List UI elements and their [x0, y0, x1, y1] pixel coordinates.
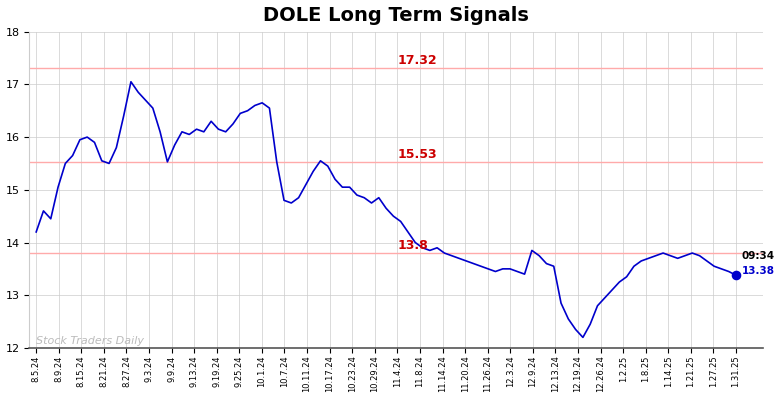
Text: 15.53: 15.53 — [397, 148, 437, 161]
Point — [730, 272, 742, 278]
Text: 13.8: 13.8 — [397, 239, 428, 252]
Text: 13.38: 13.38 — [742, 266, 775, 276]
Text: 17.32: 17.32 — [397, 54, 437, 67]
Title: DOLE Long Term Signals: DOLE Long Term Signals — [263, 6, 529, 25]
Text: Stock Traders Daily: Stock Traders Daily — [36, 336, 144, 346]
Text: 09:34: 09:34 — [742, 252, 775, 261]
